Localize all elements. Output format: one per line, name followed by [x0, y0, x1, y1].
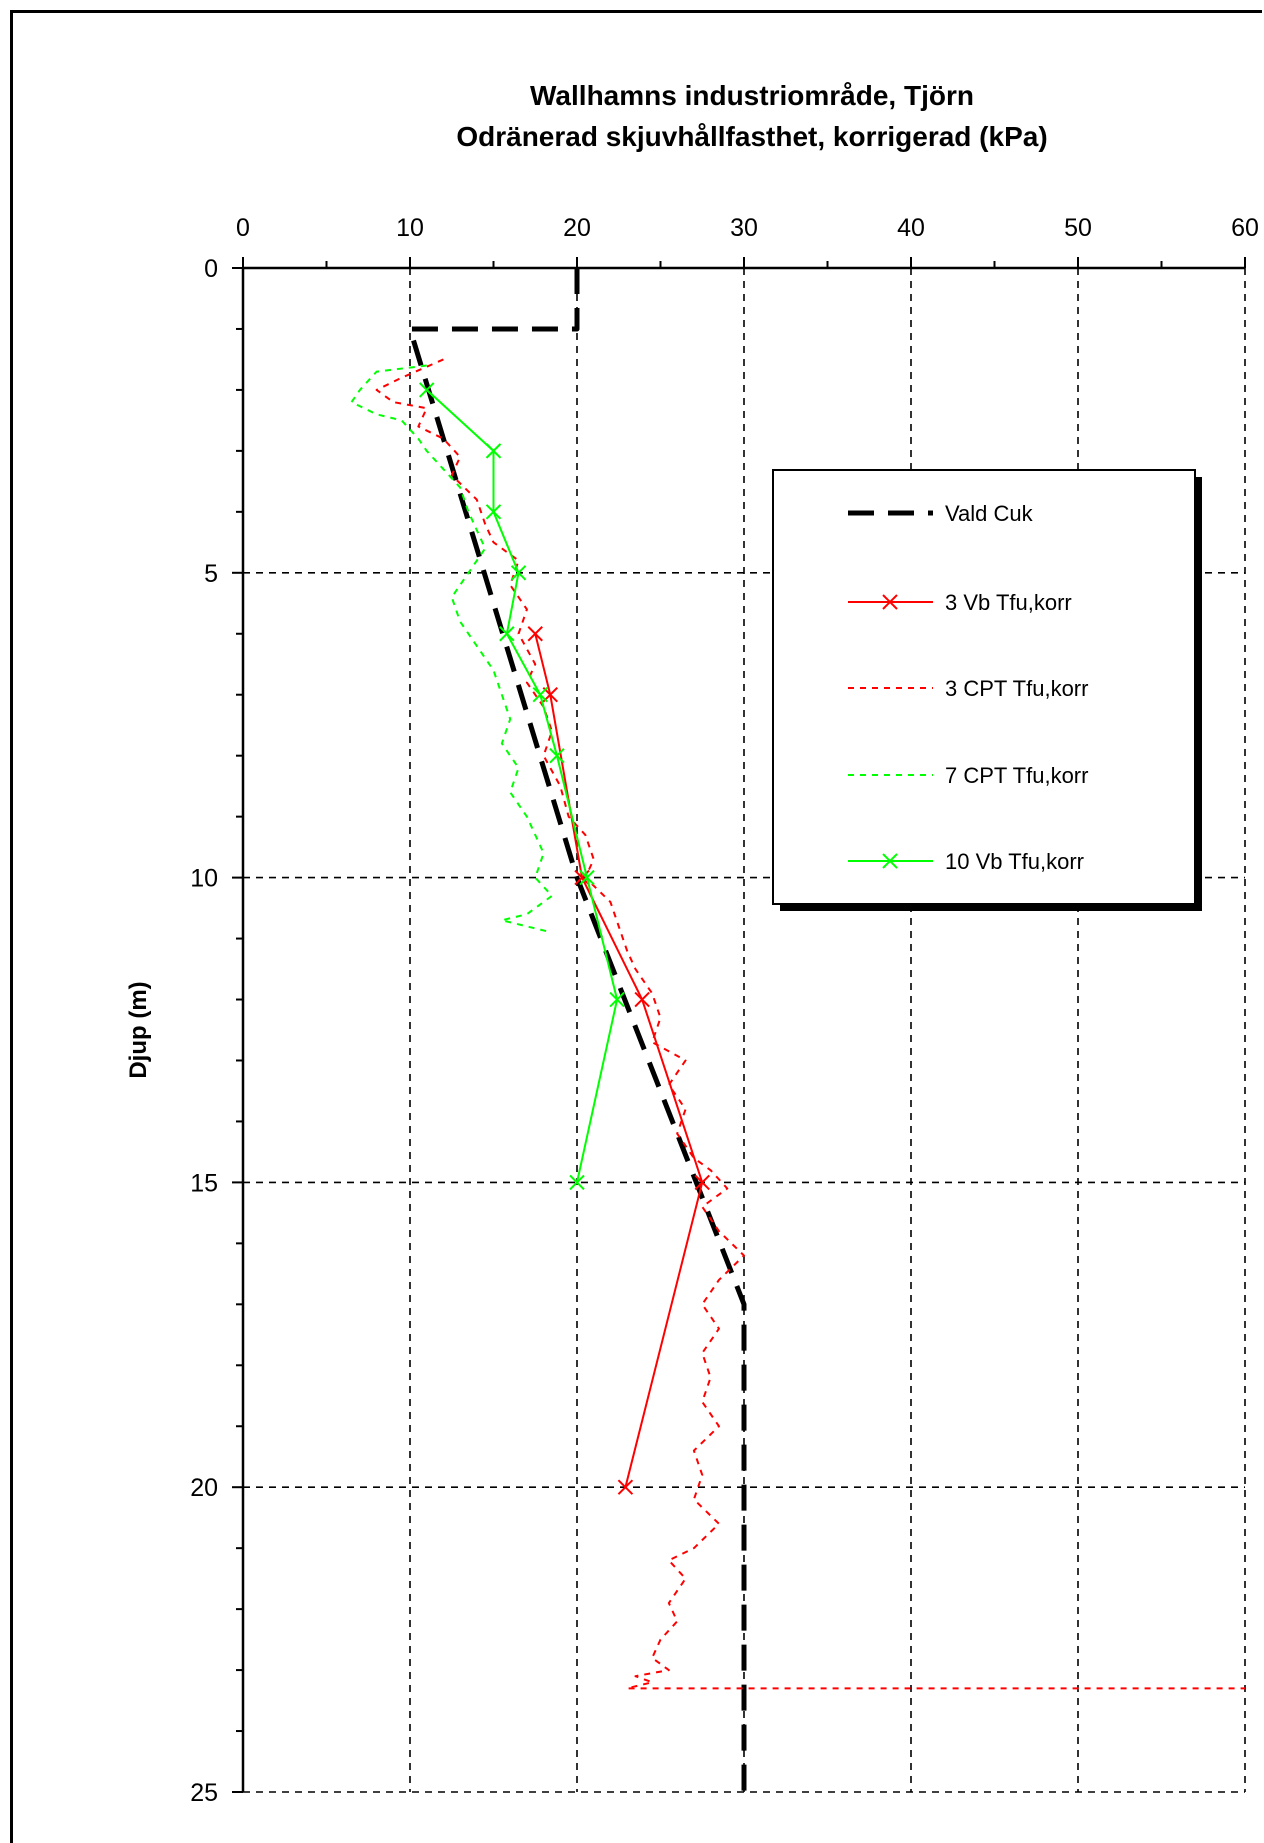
- y-axis-label: Djup (m): [125, 981, 152, 1078]
- chart-title: Wallhamns industriområde, Tjörn: [530, 80, 974, 111]
- legend-label: 3 CPT Tfu,korr: [945, 676, 1088, 701]
- legend-item-10-vb-tfu-korr: 10 Vb Tfu,korr: [848, 849, 1084, 874]
- data-point-marker: [527, 626, 543, 642]
- legend-item-3-cpt-tfu-korr: 3 CPT Tfu,korr: [848, 676, 1088, 701]
- series-10-vb-tfu-korr: [418, 382, 625, 1191]
- legend-item-3-vb-tfu-korr: 3 Vb Tfu,korr: [848, 590, 1072, 615]
- series-3-cpt-tfu-korr: [375, 358, 1245, 1690]
- data-point-marker: [499, 626, 515, 642]
- legend-label: 3 Vb Tfu,korr: [945, 590, 1072, 615]
- x-tick-label: 50: [1064, 214, 1092, 242]
- series-line-vald-cuk: [407, 268, 747, 1792]
- chart-frame: [10, 10, 1262, 1843]
- data-point-marker: [510, 565, 527, 581]
- series-line-3-cpt-tfu-korr: [375, 358, 1245, 1690]
- data-point-marker: [694, 1174, 710, 1191]
- x-tick-label: 60: [1231, 214, 1259, 242]
- legend-item-vald-cuk: Vald Cuk: [848, 501, 1034, 526]
- legend-item-7-cpt-tfu-korr: 7 CPT Tfu,korr: [848, 763, 1088, 788]
- legend-label: 10 Vb Tfu,korr: [945, 849, 1084, 874]
- x-tick-label: 20: [563, 214, 591, 242]
- y-tick-label: 15: [190, 1169, 218, 1197]
- y-tick-label: 25: [190, 1779, 218, 1807]
- x-tick-label: 40: [897, 214, 925, 242]
- y-tick-label: 20: [190, 1474, 218, 1502]
- series-line-10-vb-tfu-korr: [426, 389, 619, 1183]
- data-point-marker: [634, 991, 650, 1008]
- data-point-marker: [569, 1174, 585, 1191]
- data-point-marker: [579, 869, 595, 886]
- data-point-marker: [609, 991, 625, 1008]
- series-line-3-vb-tfu-korr: [534, 633, 704, 1488]
- legend-label: Vald Cuk: [945, 501, 1034, 526]
- y-tick-label: 10: [190, 865, 218, 893]
- legend: Vald Cuk 3 Vb Tfu,korr 3 CPT Tfu,korr 7 CPT…: [772, 469, 1202, 911]
- x-tick-label: 0: [236, 214, 250, 242]
- legend-label: 7 CPT Tfu,korr: [945, 763, 1088, 788]
- data-point-marker: [485, 504, 502, 520]
- data-point-marker: [485, 443, 502, 459]
- x-tick-label: 30: [730, 214, 758, 242]
- chart-subtitle: Odränerad skjuvhållfasthet, korrigerad (…: [456, 121, 1047, 152]
- data-point-marker: [532, 687, 548, 703]
- legend-box: [772, 469, 1196, 905]
- series-line-7-cpt-tfu-korr: [350, 364, 553, 934]
- series-7-cpt-tfu-korr: [350, 364, 553, 934]
- data-point-marker: [418, 382, 435, 398]
- data-point-marker: [549, 747, 565, 764]
- series-vald-cuk: [407, 268, 747, 1792]
- series-3-vb-tfu-korr: [527, 626, 710, 1495]
- legend-marker: [882, 853, 898, 869]
- legend-marker: [882, 594, 898, 610]
- y-tick-label: 5: [204, 560, 218, 588]
- x-tick-label: 10: [396, 214, 424, 242]
- y-tick-label: 0: [204, 255, 218, 283]
- data-point-marker: [617, 1479, 634, 1495]
